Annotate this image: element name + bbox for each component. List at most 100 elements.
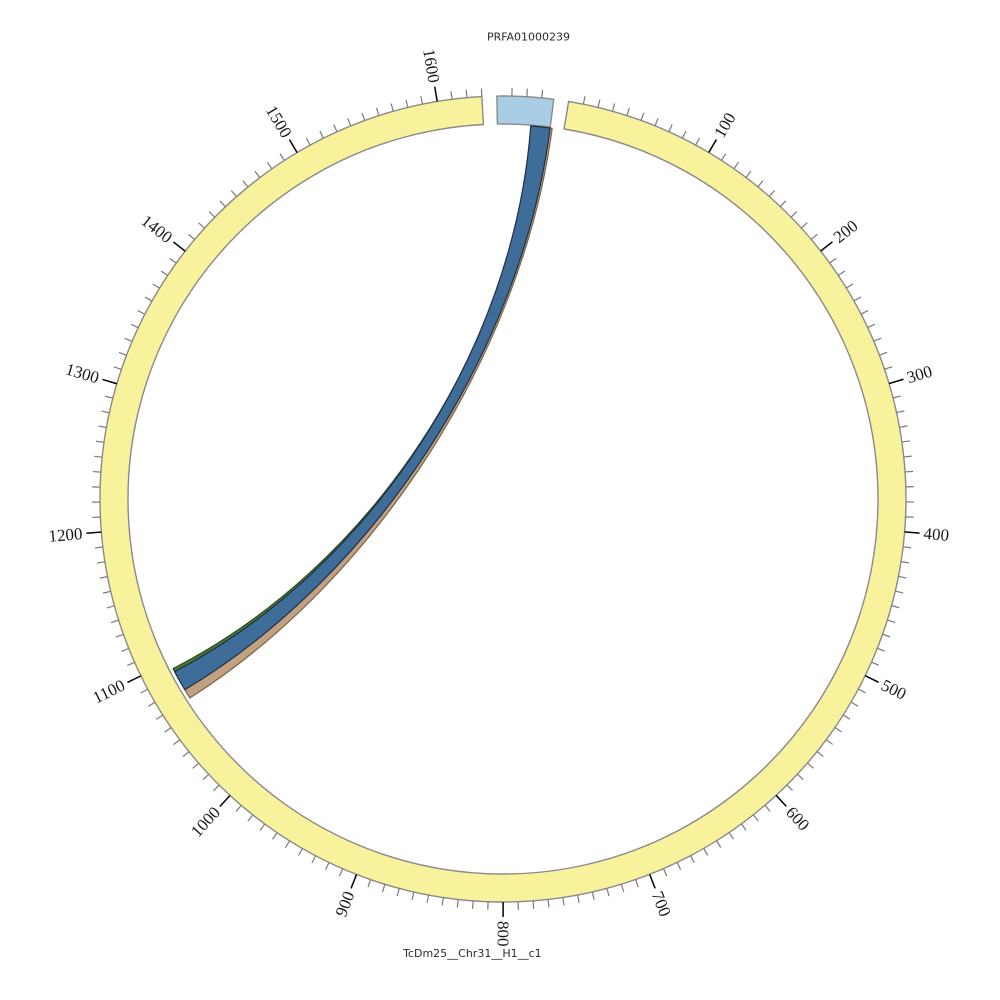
minor-tick [695, 137, 701, 146]
tick-marks [86, 86, 920, 917]
minor-tick [681, 130, 687, 139]
minor-tick [94, 455, 103, 458]
minor-tick [541, 89, 544, 98]
major-tick [172, 241, 186, 252]
tick-label: 1300 [63, 359, 101, 387]
minor-tick [891, 605, 900, 609]
tick-label: 1100 [90, 676, 128, 708]
minor-tick [733, 161, 740, 170]
tick-label: 800 [494, 921, 513, 947]
minor-tick [807, 762, 814, 769]
minor-tick [853, 296, 862, 302]
minor-tick [202, 773, 210, 781]
minor-tick [164, 727, 172, 733]
minor-tick [905, 470, 914, 473]
major-tick [86, 531, 102, 535]
minor-tick [786, 784, 794, 792]
minor-tick [347, 118, 352, 127]
minor-tick [728, 832, 735, 840]
minor-tick [867, 323, 876, 329]
segment-arc-query [496, 95, 555, 128]
segment-name-main: TcDm25__Chr31__H1__c1 [402, 947, 542, 960]
minor-tick [375, 107, 380, 116]
minor-tick [96, 440, 105, 443]
major-tick [127, 675, 142, 684]
minor-tick [465, 89, 468, 98]
minor-tick [816, 751, 824, 758]
minor-tick [597, 99, 601, 108]
minor-tick [829, 257, 837, 264]
minor-tick [411, 891, 415, 900]
major-tick [820, 241, 833, 252]
minor-tick [582, 96, 586, 105]
minor-tick [577, 894, 580, 903]
minor-tick [137, 310, 146, 315]
tick-label: 900 [332, 889, 359, 920]
minor-tick [640, 112, 645, 121]
minor-tick [757, 180, 764, 188]
tick-label: 1200 [48, 524, 83, 546]
minor-tick [169, 258, 177, 264]
minor-tick [259, 823, 266, 831]
minor-tick [297, 848, 303, 856]
minor-tick [896, 410, 905, 414]
minor-tick [879, 351, 888, 356]
major-tick [708, 139, 718, 153]
minor-tick [173, 739, 181, 746]
minor-tick [113, 366, 122, 370]
minor-tick [230, 190, 238, 198]
minor-tick [420, 96, 424, 105]
minor-tick [779, 200, 787, 208]
minor-tick [901, 440, 910, 443]
minor-tick [92, 470, 101, 473]
minor-tick [441, 897, 444, 906]
tick-label: 100 [710, 109, 739, 141]
minor-tick [106, 605, 115, 609]
minor-tick [654, 118, 659, 127]
minor-tick [858, 688, 866, 694]
minor-tick [130, 323, 139, 329]
minor-tick [662, 868, 668, 877]
minor-tick [887, 619, 896, 623]
segment-arcs [99, 95, 907, 903]
minor-tick [842, 714, 851, 720]
minor-tick [547, 899, 550, 908]
minor-tick [471, 900, 474, 909]
minor-tick [450, 91, 453, 100]
tick-label: 500 [878, 675, 909, 703]
minor-tick [877, 647, 885, 652]
minor-tick [899, 425, 908, 428]
tick-label: 1500 [262, 102, 296, 141]
minor-tick [720, 153, 727, 161]
segment-arc-main [99, 95, 907, 903]
minor-tick [764, 804, 771, 812]
tick-label: 1000 [187, 803, 224, 841]
minor-tick [591, 891, 595, 900]
minor-tick [367, 879, 372, 888]
major-tick [219, 794, 231, 807]
minor-tick [124, 337, 133, 342]
alignment-ribbons [172, 125, 553, 699]
minor-tick [242, 180, 249, 188]
minor-tick [837, 270, 846, 276]
minor-tick [147, 701, 156, 707]
minor-tick [144, 296, 153, 302]
minor-tick [611, 103, 616, 112]
minor-tick [871, 661, 880, 666]
minor-tick [101, 410, 110, 414]
tick-label: 400 [923, 524, 950, 545]
tick-label: 1600 [419, 48, 443, 85]
minor-tick [390, 103, 394, 112]
minor-tick [396, 888, 400, 897]
minor-tick [850, 701, 859, 707]
minor-tick [882, 633, 891, 638]
major-tick [288, 139, 298, 153]
minor-tick [115, 633, 124, 638]
minor-tick [213, 784, 220, 792]
minor-tick [198, 222, 205, 229]
minor-tick [635, 879, 639, 888]
minor-tick [745, 170, 752, 178]
minor-tick [895, 590, 904, 594]
